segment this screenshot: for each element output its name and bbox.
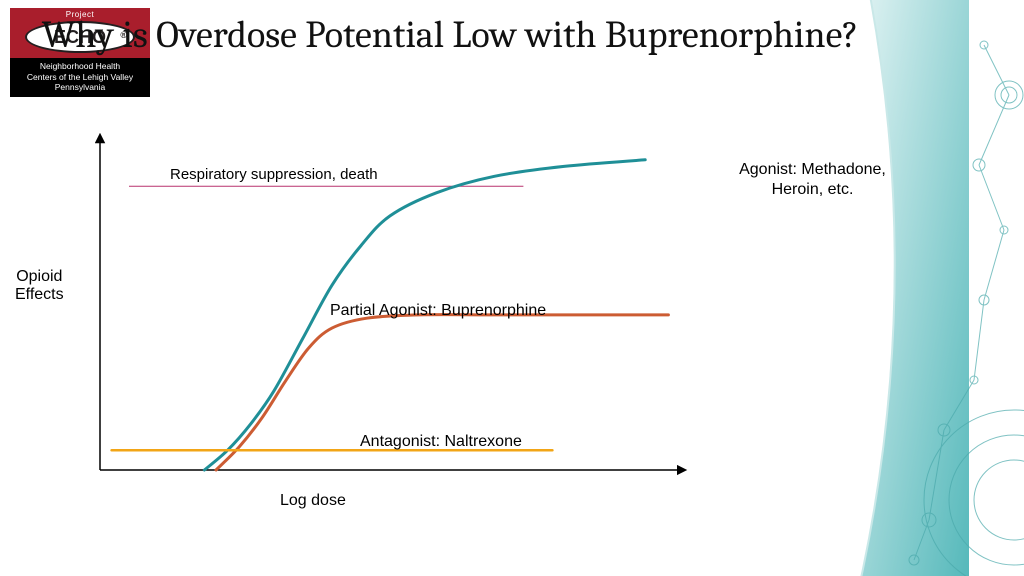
logo-line2: Centers of the Lehigh Valley <box>12 72 148 83</box>
logo-bottom: Neighborhood Health Centers of the Lehig… <box>10 58 150 97</box>
logo-line1: Neighborhood Health <box>12 61 148 72</box>
x-axis-label: Log dose <box>280 492 346 510</box>
partial-agonist-label: Partial Agonist: Buprenorphine <box>330 302 546 320</box>
antagonist-label: Antagonist: Naltrexone <box>360 433 522 451</box>
card-edge <box>729 0 969 576</box>
logo-line3: Pennsylvania <box>12 82 148 93</box>
threshold-label: Respiratory suppression, death <box>170 166 378 183</box>
slide: Project ECHO ® Neighborhood Health Cente… <box>0 0 1024 576</box>
